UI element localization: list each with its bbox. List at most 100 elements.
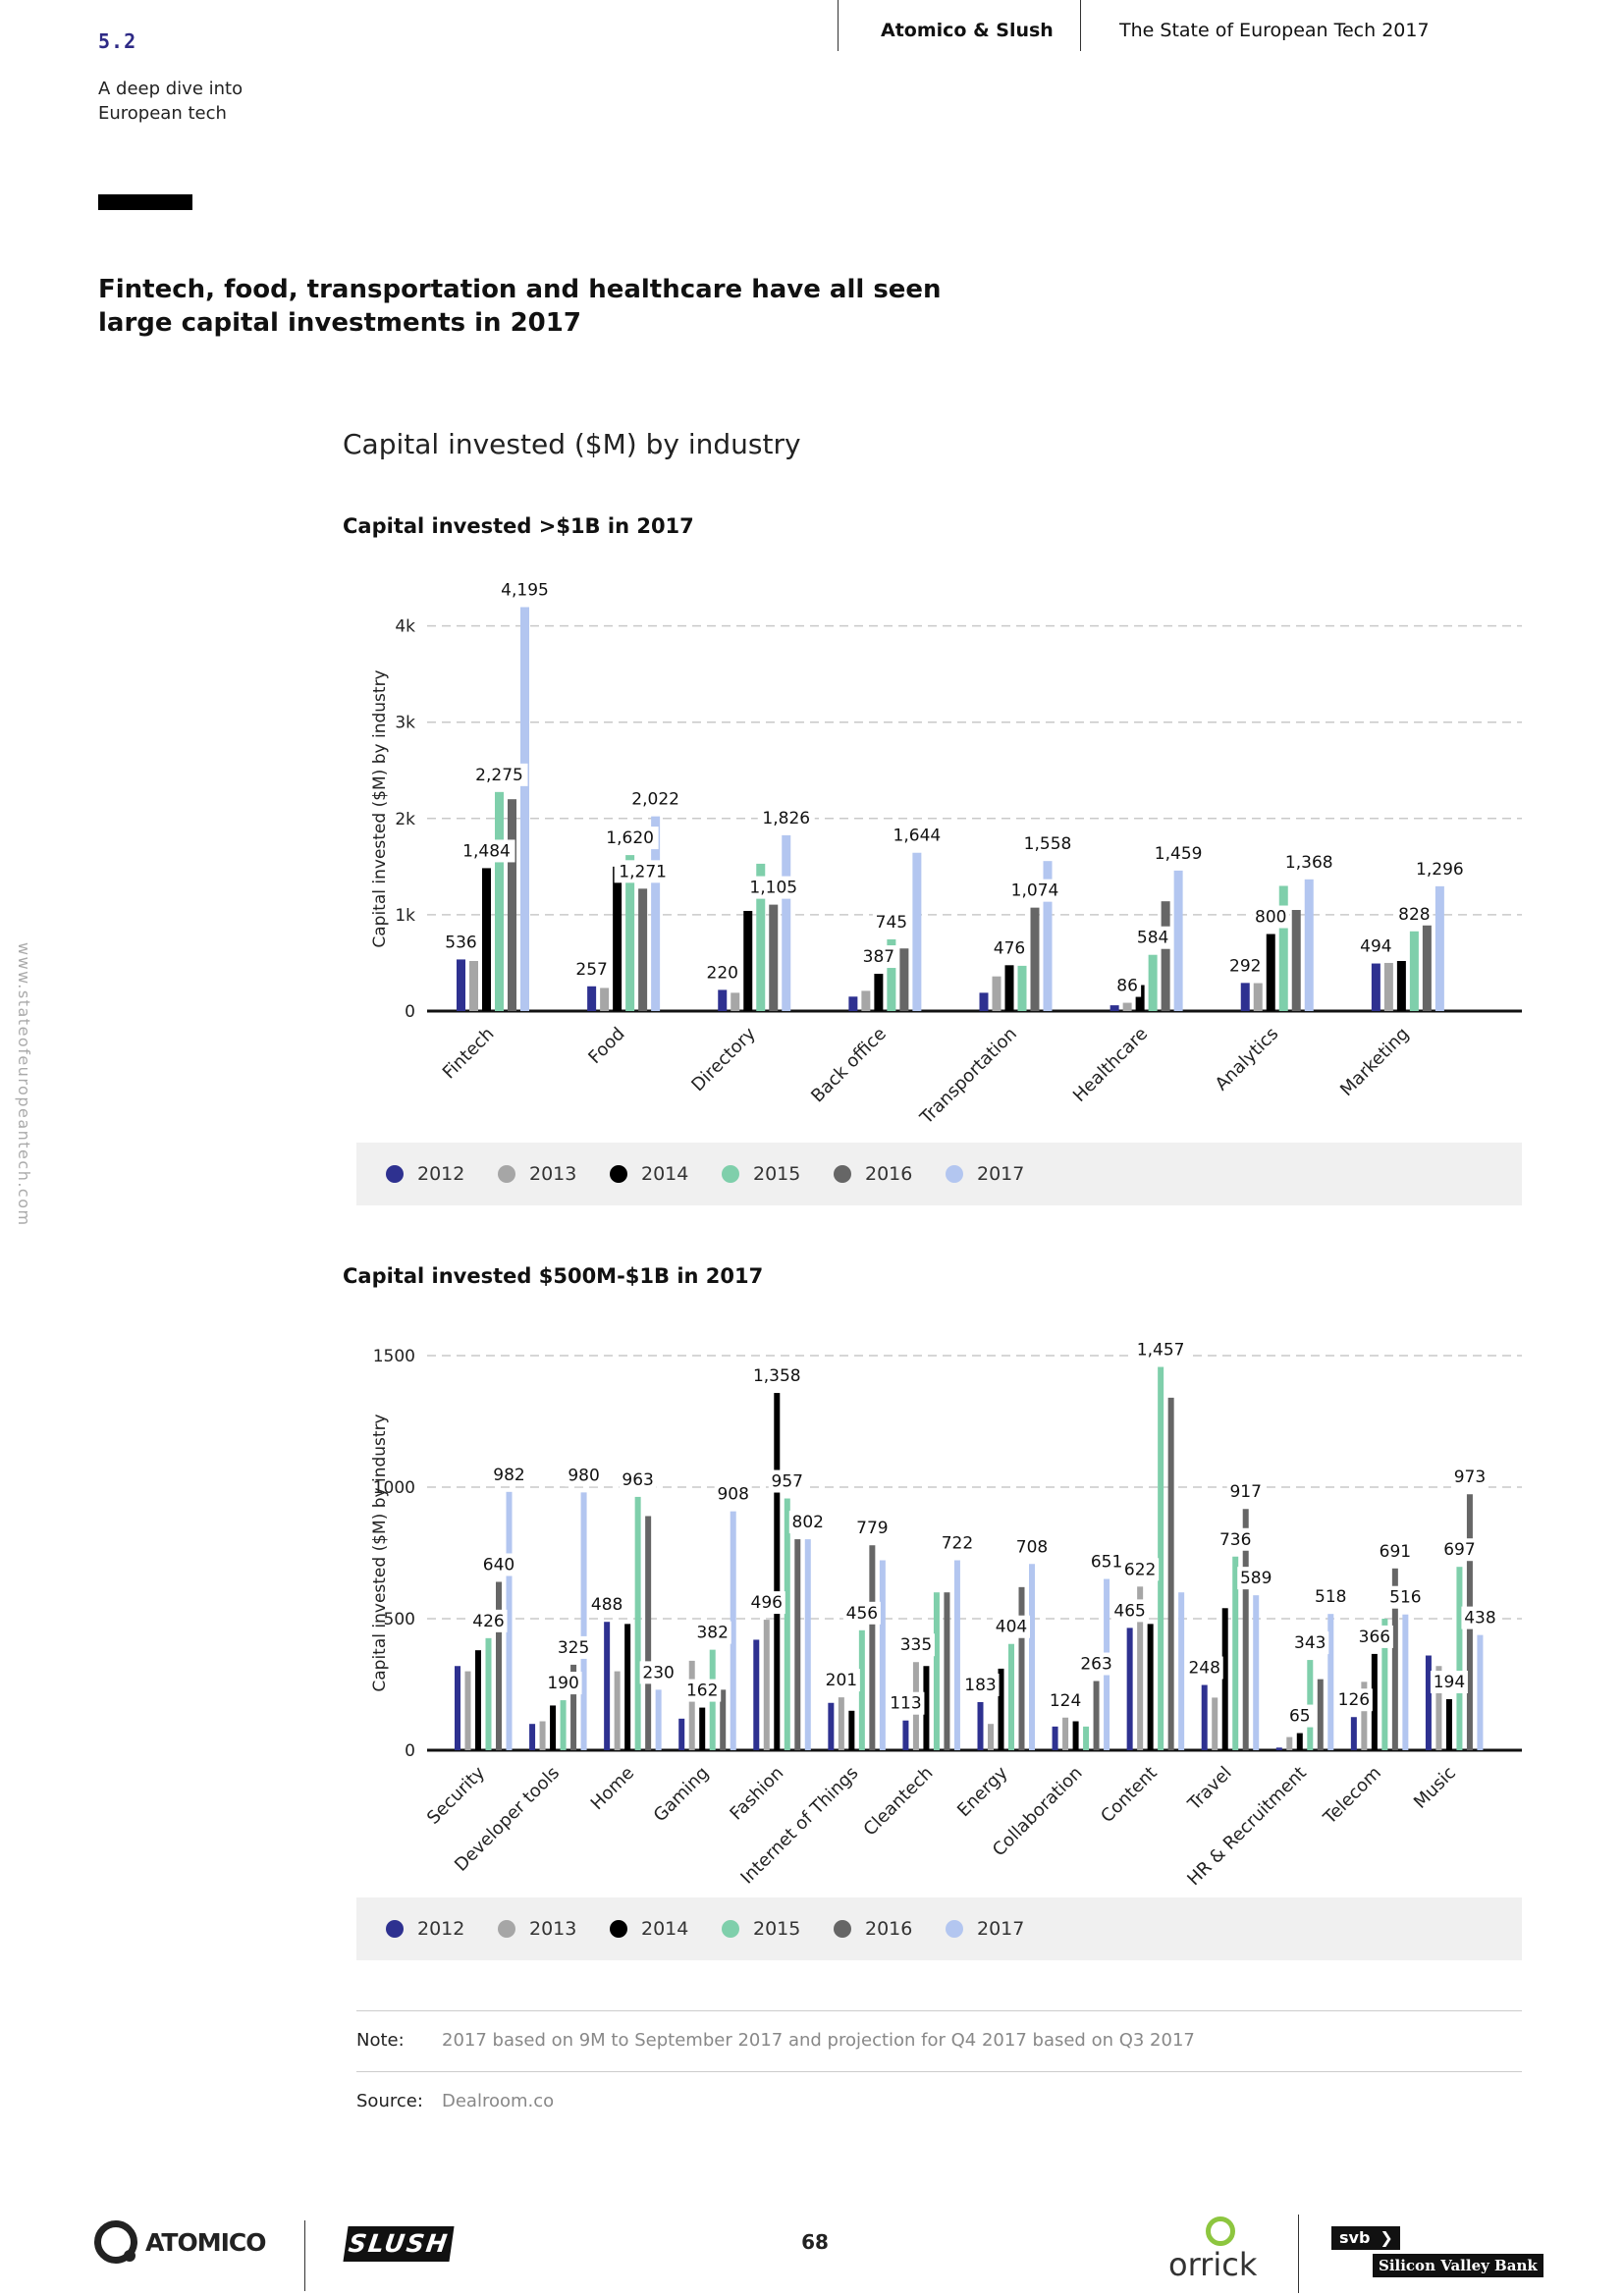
header-separator (1080, 0, 1081, 51)
bar-2014 (1396, 960, 1406, 1011)
data-label-bg (1411, 857, 1469, 881)
bar-2012 (848, 996, 858, 1011)
data-label-bg (744, 876, 802, 899)
data-label-bg (490, 1463, 528, 1486)
bar-2013 (614, 1671, 621, 1750)
bar-2012 (604, 1622, 611, 1750)
data-label-bg (1334, 1688, 1373, 1712)
bar-2012 (1240, 983, 1250, 1011)
section-name: A deep dive into European tech (98, 79, 244, 124)
bar-2015 (887, 938, 896, 1011)
legend-dot-icon (946, 1920, 963, 1938)
data-label: 465 (1113, 1601, 1145, 1621)
legend-label: 2014 (641, 1163, 689, 1185)
bar-2012 (1110, 1005, 1119, 1011)
legend-dot-icon (610, 1165, 627, 1183)
bar-2013 (992, 976, 1001, 1011)
bar-2013 (464, 1671, 471, 1750)
legend-dot-icon (386, 1920, 404, 1938)
bar-2014 (1135, 985, 1145, 1011)
bar-2014 (848, 1710, 855, 1750)
bar-2016 (794, 1539, 801, 1750)
data-label-bg (1440, 1538, 1479, 1562)
bar-2013 (1137, 1586, 1144, 1750)
bar-2017 (1178, 1592, 1185, 1750)
data-label: 745 (876, 913, 907, 933)
data-label: 476 (994, 938, 1025, 958)
legend-item-2017: 2017 (946, 1919, 1024, 1939)
y-tick-label: 0 (405, 1741, 415, 1761)
data-label: 708 (1016, 1537, 1048, 1557)
bar-2017 (520, 607, 529, 1011)
data-label-bg (614, 860, 672, 883)
data-label: 126 (1338, 1690, 1370, 1710)
bar-2015 (1158, 1366, 1164, 1750)
bar-2016 (496, 1581, 502, 1750)
data-label: 382 (696, 1624, 728, 1643)
bar-2017 (804, 1539, 811, 1750)
y-tick-label: 1000 (373, 1478, 415, 1498)
legend-item-2014: 2014 (610, 1164, 688, 1184)
legend-item-2012: 2012 (386, 1164, 464, 1184)
bar-2014 (1296, 1733, 1303, 1750)
bar-2013 (1286, 1736, 1293, 1750)
legend-label: 2016 (865, 1918, 913, 1940)
bar-2015 (1232, 1556, 1239, 1750)
note-label: Note: (356, 2030, 405, 2051)
legend-item-2016: 2016 (834, 1164, 912, 1184)
bar-2017 (1402, 1614, 1409, 1750)
x-tick-label: Analytics (1212, 1024, 1283, 1095)
data-label-bg (747, 1591, 785, 1615)
chart1-legend: 2012 2013 2014 2015 2016 2017 (356, 1143, 1522, 1205)
data-label-bg (859, 945, 897, 969)
data-label-bg (1430, 1671, 1468, 1694)
x-tick-label: Content (1097, 1763, 1161, 1827)
x-tick-label: Gaming (650, 1763, 714, 1827)
bar-2015 (1381, 1619, 1388, 1750)
bar-2013 (838, 1697, 844, 1750)
data-label-bg (853, 1517, 892, 1540)
bar-2017 (730, 1511, 736, 1750)
bar-2014 (1221, 1608, 1228, 1750)
x-tick-label: Healthcare (1069, 1024, 1152, 1106)
bar-2014 (774, 1393, 781, 1750)
data-label-bg (714, 1482, 752, 1506)
bar-2016 (645, 1516, 652, 1750)
data-label-bg (1395, 902, 1434, 926)
bar-2016 (1242, 1509, 1249, 1750)
bar-2017 (1304, 879, 1314, 1011)
data-label-bg (961, 1673, 1000, 1696)
data-label-bg (1217, 1527, 1255, 1551)
data-label: 426 (472, 1612, 504, 1631)
data-label: 917 (1229, 1482, 1261, 1502)
legend-dot-icon (834, 1165, 851, 1183)
bar-2012 (718, 989, 728, 1011)
header-publisher: Atomico & Slush (881, 20, 1054, 41)
bar-2016 (1093, 1681, 1100, 1750)
bar-2014 (550, 1705, 557, 1750)
y-axis-label: Capital invested ($M) by industry (370, 1414, 390, 1691)
x-tick-label: Back office (807, 1024, 891, 1107)
data-label: 230 (642, 1663, 674, 1682)
data-label-bg (842, 1601, 881, 1625)
data-label-bg (1134, 926, 1172, 949)
data-label: 1,558 (1024, 834, 1072, 854)
bar-2016 (508, 799, 516, 1011)
bar-2016 (899, 948, 909, 1011)
bar-2015 (495, 791, 504, 1011)
bar-2012 (828, 1702, 835, 1750)
bar-2014 (1147, 1624, 1154, 1750)
header-separator (838, 0, 839, 51)
bar-2016 (769, 904, 779, 1011)
x-tick-label: Fintech (439, 1024, 499, 1084)
x-tick-label: Directory (687, 1023, 760, 1095)
bar-2012 (587, 986, 597, 1011)
x-tick-label: Energy (953, 1762, 1012, 1821)
x-tick-label: Cleantech (860, 1763, 938, 1841)
data-label: 194 (1434, 1673, 1465, 1692)
bar-2012 (1350, 1717, 1357, 1750)
svb-logo-short-text: svb (1339, 2228, 1371, 2247)
data-label: 1,105 (749, 879, 797, 898)
bar-2012 (902, 1720, 909, 1750)
bar-2013 (1062, 1717, 1069, 1750)
